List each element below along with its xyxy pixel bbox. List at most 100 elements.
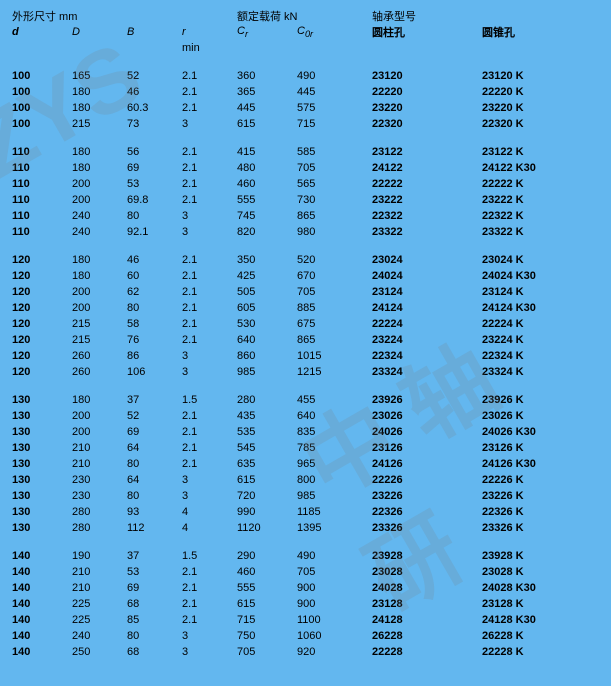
table-row: 120200802.16058852412424124 K30 bbox=[12, 300, 599, 316]
cell-D: 280 bbox=[72, 504, 127, 520]
header-row-3: min bbox=[12, 40, 599, 56]
cell-m1: 23122 bbox=[372, 144, 482, 160]
hdr-D: D bbox=[72, 24, 127, 40]
cell-d: 120 bbox=[12, 332, 72, 348]
cell-m1: 22326 bbox=[372, 504, 482, 520]
cell-C0r: 675 bbox=[297, 316, 372, 332]
cell-B: 60 bbox=[127, 268, 182, 284]
cell-d: 100 bbox=[12, 100, 72, 116]
cell-r: 2.1 bbox=[182, 424, 237, 440]
cell-D: 200 bbox=[72, 176, 127, 192]
cell-B: 60.3 bbox=[127, 100, 182, 116]
cell-D: 180 bbox=[72, 268, 127, 284]
cell-m2: 23222 K bbox=[482, 192, 599, 208]
cell-D: 200 bbox=[72, 300, 127, 316]
cell-m2: 23220 K bbox=[482, 100, 599, 116]
table-header: 外形尺寸 mm 额定载荷 kN 轴承型号 d D B r Cr C0r 圆柱孔 … bbox=[12, 8, 599, 68]
cell-C0r: 670 bbox=[297, 268, 372, 284]
cell-r: 2.1 bbox=[182, 68, 237, 84]
cell-Cr: 445 bbox=[237, 100, 297, 116]
cell-D: 250 bbox=[72, 644, 127, 660]
cell-m2: 23122 K bbox=[482, 144, 599, 160]
cell-D: 240 bbox=[72, 224, 127, 240]
hdr-C0r: C0r bbox=[297, 24, 372, 40]
cell-m1: 23224 bbox=[372, 332, 482, 348]
cell-D: 200 bbox=[72, 424, 127, 440]
cell-D: 225 bbox=[72, 596, 127, 612]
cell-d: 130 bbox=[12, 520, 72, 536]
cell-C0r: 490 bbox=[297, 68, 372, 84]
cell-m2: 23028 K bbox=[482, 564, 599, 580]
cell-m1: 22226 bbox=[372, 472, 482, 488]
cell-r: 2.1 bbox=[182, 144, 237, 160]
cell-r: 2.1 bbox=[182, 160, 237, 176]
group-gap bbox=[12, 536, 599, 548]
table-row: 120260106398512152332423324 K bbox=[12, 364, 599, 380]
cell-m1: 22222 bbox=[372, 176, 482, 192]
cell-r: 3 bbox=[182, 224, 237, 240]
table-row: 1302308037209852322623226 K bbox=[12, 488, 599, 504]
table-row: 120180602.14256702402424024 K30 bbox=[12, 268, 599, 284]
cell-C0r: 490 bbox=[297, 548, 372, 564]
cell-Cr: 820 bbox=[237, 224, 297, 240]
cell-D: 240 bbox=[72, 628, 127, 644]
cell-m1: 24128 bbox=[372, 612, 482, 628]
cell-d: 120 bbox=[12, 316, 72, 332]
cell-r: 3 bbox=[182, 116, 237, 132]
cell-m1: 22324 bbox=[372, 348, 482, 364]
table-row: 130210802.16359652412624126 K30 bbox=[12, 456, 599, 472]
table-row: 11020069.82.15557302322223222 K bbox=[12, 192, 599, 208]
cell-d: 100 bbox=[12, 84, 72, 100]
group-gap bbox=[12, 380, 599, 392]
cell-d: 140 bbox=[12, 644, 72, 660]
cell-d: 110 bbox=[12, 224, 72, 240]
cell-d: 120 bbox=[12, 364, 72, 380]
cell-m1: 26228 bbox=[372, 628, 482, 644]
cell-C0r: 585 bbox=[297, 144, 372, 160]
cell-Cr: 425 bbox=[237, 268, 297, 284]
cell-D: 180 bbox=[72, 252, 127, 268]
cell-B: 93 bbox=[127, 504, 182, 520]
cell-D: 200 bbox=[72, 408, 127, 424]
cell-d: 120 bbox=[12, 300, 72, 316]
cell-Cr: 635 bbox=[237, 456, 297, 472]
cell-D: 210 bbox=[72, 564, 127, 580]
table-row: 12026086386010152232422324 K bbox=[12, 348, 599, 364]
cell-B: 80 bbox=[127, 628, 182, 644]
cell-m1: 23220 bbox=[372, 100, 482, 116]
cell-C0r: 920 bbox=[297, 644, 372, 660]
cell-Cr: 505 bbox=[237, 284, 297, 300]
group-gap bbox=[12, 132, 599, 144]
cell-B: 37 bbox=[127, 548, 182, 564]
table-row: 140225852.171511002412824128 K30 bbox=[12, 612, 599, 628]
table-row: 120180462.13505202302423024 K bbox=[12, 252, 599, 268]
cell-C0r: 730 bbox=[297, 192, 372, 208]
cell-m2: 23026 K bbox=[482, 408, 599, 424]
hdr-load: 额定载荷 kN bbox=[237, 8, 372, 24]
cell-C0r: 565 bbox=[297, 176, 372, 192]
bearing-table-page: ZYS 中 轴研 外形尺寸 mm 额定载荷 kN 轴承型号 d D B r Cr… bbox=[0, 0, 611, 686]
table-row: 140190371.52904902392823928 K bbox=[12, 548, 599, 564]
cell-B: 62 bbox=[127, 284, 182, 300]
cell-m2: 23024 K bbox=[482, 252, 599, 268]
cell-C0r: 800 bbox=[297, 472, 372, 488]
cell-C0r: 885 bbox=[297, 300, 372, 316]
hdr-rmin: min bbox=[182, 40, 237, 56]
cell-Cr: 990 bbox=[237, 504, 297, 520]
cell-D: 260 bbox=[72, 364, 127, 380]
cell-m1: 23128 bbox=[372, 596, 482, 612]
cell-m2: 24028 K30 bbox=[482, 580, 599, 596]
cell-m2: 22226 K bbox=[482, 472, 599, 488]
header-row-2: d D B r Cr C0r 圆柱孔 圆锥孔 bbox=[12, 24, 599, 40]
table-row: 140210692.15559002402824028 K30 bbox=[12, 580, 599, 596]
cell-D: 215 bbox=[72, 116, 127, 132]
table-row: 140225682.16159002312823128 K bbox=[12, 596, 599, 612]
cell-m2: 22326 K bbox=[482, 504, 599, 520]
cell-B: 86 bbox=[127, 348, 182, 364]
table-row: 130200522.14356402302623026 K bbox=[12, 408, 599, 424]
cell-d: 140 bbox=[12, 564, 72, 580]
cell-m2: 23224 K bbox=[482, 332, 599, 348]
cell-m1: 23026 bbox=[372, 408, 482, 424]
cell-D: 215 bbox=[72, 316, 127, 332]
cell-d: 140 bbox=[12, 580, 72, 596]
